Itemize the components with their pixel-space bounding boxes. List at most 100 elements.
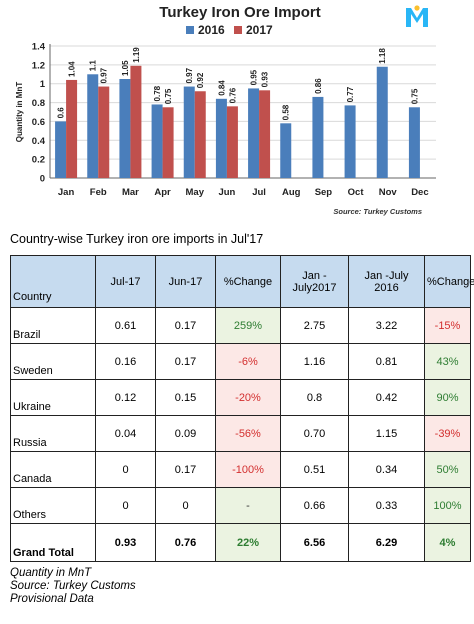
bar-2017-mar	[130, 65, 142, 178]
bar-2016-apr	[151, 104, 163, 178]
ytd-2017-cell: 6.56	[280, 523, 349, 562]
table-row: Sweden 0.16 0.17 -6% 1.16 0.81 43%	[10, 343, 471, 380]
m-logo-icon	[406, 5, 428, 27]
bar-2016-mar	[119, 79, 131, 178]
bar-2017-apr	[162, 107, 174, 178]
ytd-2017-cell: 0.66	[280, 487, 349, 524]
ytd-2016-cell: 1.15	[348, 415, 425, 452]
x-tick-label-mar: Mar	[122, 187, 139, 198]
grand-total-row: Grand Total 0.93 0.76 22% 6.56 6.29 4%	[10, 523, 471, 562]
bar-chart: Turkey Iron Ore Import 2016 2017 0 0.2 0.4 0.6…	[0, 0, 474, 228]
bar-2016-oct	[344, 105, 356, 178]
y-tick-label: 0	[40, 174, 45, 185]
bar-2016-jan	[55, 121, 67, 178]
ytd-2017-cell: 1.16	[280, 343, 349, 380]
x-tick-label-may: May	[186, 187, 205, 198]
ytd-2017-cell: 0.8	[280, 379, 349, 416]
ytd-2016-cell: 0.33	[348, 487, 425, 524]
data-label-2017-feb: 0.97	[100, 67, 109, 83]
y-tick-label: 0.6	[32, 117, 45, 128]
bar-2016-jun	[215, 98, 227, 178]
x-tick-label-feb: Feb	[90, 187, 107, 198]
jun17-cell: 0.15	[155, 379, 216, 416]
data-label-2016-dec: 0.75	[410, 88, 419, 104]
x-tick-label-apr: Apr	[154, 187, 171, 198]
jul17-cell: 0.93	[95, 523, 156, 562]
bar-2016-may	[183, 86, 195, 178]
data-label-2016-oct: 0.77	[346, 86, 355, 102]
ytd-2016-cell: 6.29	[348, 523, 425, 562]
jul17-cell: 0	[95, 451, 156, 488]
header-country: Country	[10, 255, 96, 308]
table-title: Country-wise Turkey iron ore imports in …	[10, 232, 264, 246]
bar-2017-may	[194, 91, 206, 178]
change-ytd-cell: 43%	[424, 343, 471, 380]
change-ytd-cell: 4%	[424, 523, 471, 562]
data-label-2016-jul: 0.95	[250, 69, 259, 85]
x-tick-label-jan: Jan	[58, 187, 75, 198]
ytd-2017-cell: 0.70	[280, 415, 349, 452]
ytd-2016-cell: 3.22	[348, 307, 425, 344]
jul17-cell: 0.12	[95, 379, 156, 416]
bar-2017-jun	[226, 106, 238, 178]
jul17-cell: 0.61	[95, 307, 156, 344]
country-cell: Others	[10, 487, 96, 524]
bar-2017-jul	[259, 90, 271, 178]
header-jun17: Jun-17	[155, 255, 216, 308]
y-tick-label: 1.2	[32, 60, 45, 71]
change-monthly-cell: 22%	[215, 523, 281, 562]
imports-table: Country Jul-17 Jun-17 %Change Jan - July…	[10, 255, 474, 562]
data-label-2016-feb: 1.1	[89, 60, 98, 72]
country-cell: Russia	[10, 415, 96, 452]
ytd-2016-cell: 0.42	[348, 379, 425, 416]
header-change-monthly: %Change	[215, 255, 281, 308]
data-label-2016-sep: 0.86	[314, 78, 323, 94]
table-body: Brazil 0.61 0.17 259% 2.75 3.22 -15% Sweden 0.16…	[10, 307, 471, 562]
ytd-2016-cell: 0.81	[348, 343, 425, 380]
jun17-cell: 0.17	[155, 343, 216, 380]
jun17-cell: 0.17	[155, 451, 216, 488]
data-label-2017-may: 0.92	[196, 72, 205, 88]
table-row: Russia 0.04 0.09 -56% 0.70 1.15 -39%	[10, 415, 471, 452]
bar-2016-nov	[376, 66, 388, 178]
data-label-2016-aug: 0.58	[282, 104, 291, 120]
bar-2016-sep	[312, 96, 324, 178]
table-row: Canada 0 0.17 -100% 0.51 0.34 50%	[10, 451, 471, 488]
header-jul17: Jul-17	[95, 255, 156, 308]
y-axis-label: Quantity in MnT	[15, 82, 24, 143]
y-tick-label: 1.4	[32, 42, 46, 53]
legend-swatch-2016	[186, 26, 194, 34]
legend-label-2017: 2017	[246, 23, 273, 37]
jun17-cell: 0	[155, 487, 216, 524]
country-cell: Grand Total	[10, 523, 96, 562]
x-tick-label-oct: Oct	[348, 187, 365, 198]
footnote-source: Source: Turkey Customs	[10, 580, 136, 592]
y-tick-label: 0.8	[32, 98, 45, 109]
chart-title: Turkey Iron Ore Import	[159, 4, 320, 21]
bar-2016-aug	[280, 123, 292, 178]
bar-2016-feb	[87, 74, 99, 178]
data-label-2017-mar: 1.19	[132, 47, 141, 63]
change-monthly-cell: -56%	[215, 415, 281, 452]
table-row: Others 0 0-0.66 0.33 100%	[10, 487, 471, 524]
table-row: Ukraine 0.12 0.15 -20% 0.8 0.42 90%	[10, 379, 471, 416]
data-label-2017-jun: 0.76	[228, 87, 237, 103]
data-label-2016-may: 0.97	[185, 67, 194, 83]
jul17-cell: 0.16	[95, 343, 156, 380]
bar-2016-jul	[248, 88, 260, 178]
change-ytd-cell: 50%	[424, 451, 471, 488]
ytd-2017-cell: 0.51	[280, 451, 349, 488]
jun17-cell: 0.76	[155, 523, 216, 562]
data-label-2017-jul: 0.93	[261, 71, 270, 87]
data-label-2017-apr: 0.75	[164, 88, 173, 104]
header-change-ytd: %Change	[424, 255, 474, 308]
change-monthly-cell: -20%	[215, 379, 281, 416]
chart-svg: Turkey Iron Ore Import 2016 2017 0 0.2 0.4 0.6…	[15, 4, 436, 216]
country-cell: Brazil	[10, 307, 96, 344]
bar-2016-dec	[408, 107, 420, 178]
data-label-2016-nov: 1.18	[378, 48, 387, 64]
change-monthly-cell: -6%	[215, 343, 281, 380]
footnote-unit: Quantity in MnT	[10, 567, 92, 579]
change-monthly-cell: -100%	[215, 451, 281, 488]
ytd-2017-cell: 2.75	[280, 307, 349, 344]
